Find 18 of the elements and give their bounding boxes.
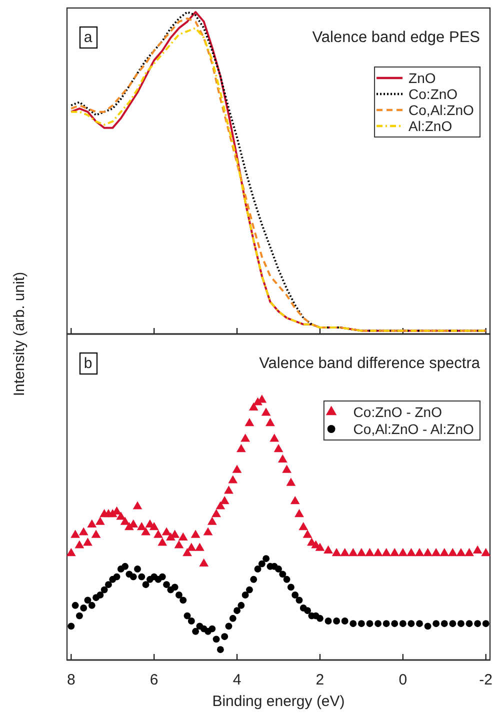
- legend-label: Co:ZnO - ZnO: [353, 404, 442, 420]
- legend-label: Co,Al:ZnO: [408, 102, 474, 118]
- legend-label: Co,Al:ZnO - Al:ZnO: [353, 421, 474, 437]
- chart-title: Valence band difference spectra: [259, 355, 480, 372]
- legend-label: ZnO: [408, 70, 436, 86]
- annotation: a: [84, 29, 93, 46]
- legend-label: Co:ZnO: [408, 86, 458, 102]
- x-tick-label: 2: [316, 672, 324, 689]
- x-tick-label: -2: [479, 672, 493, 689]
- text: Valence band edge PES: [312, 29, 480, 46]
- x-tick-label: 8: [66, 672, 76, 689]
- legend-label: Al:ZnO: [408, 118, 452, 134]
- y-axis-title: Intensity (arb. unit): [11, 272, 28, 396]
- x-axis-title: Binding energy (eV): [212, 693, 345, 710]
- x-tick-label: 0: [398, 672, 408, 689]
- x-tick-label: 6: [150, 672, 158, 689]
- text: b: [84, 355, 92, 372]
- x-tick-label: 4: [232, 672, 242, 689]
